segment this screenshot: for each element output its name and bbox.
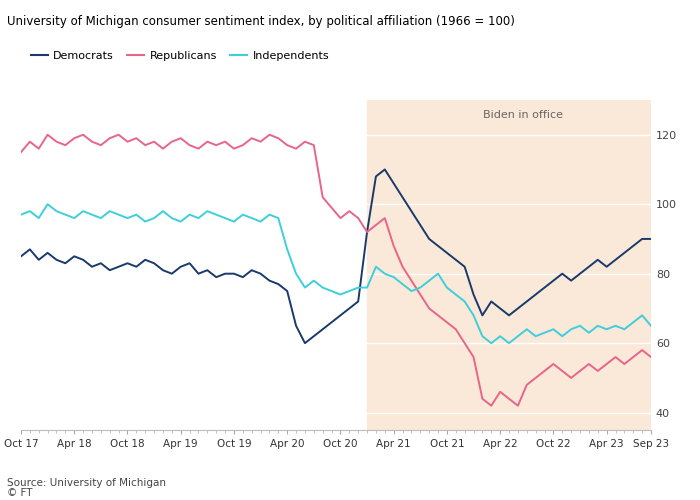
Text: Biden in office: Biden in office [483,110,564,120]
Text: Source: University of Michigan: Source: University of Michigan [7,478,166,488]
Legend: Democrats, Republicans, Independents: Democrats, Republicans, Independents [27,46,333,65]
Text: University of Michigan consumer sentiment index, by political affiliation (1966 : University of Michigan consumer sentimen… [7,15,515,28]
Bar [367,100,651,430]
Text: © FT: © FT [7,488,32,498]
